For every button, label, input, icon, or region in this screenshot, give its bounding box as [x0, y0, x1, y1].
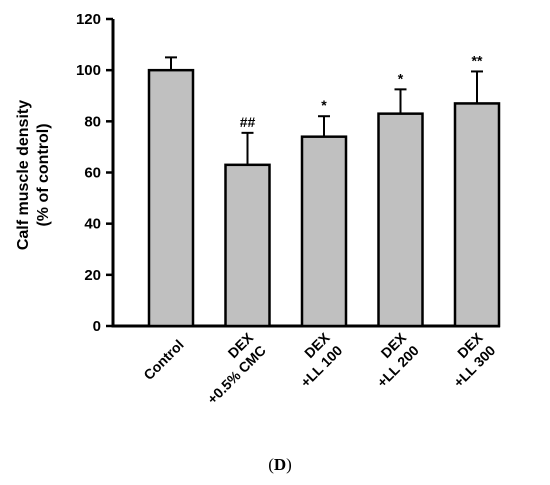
- y-tick-label: 0: [93, 318, 101, 335]
- y-tick-label: 100: [76, 62, 101, 79]
- x-tick-label: DEX+LL 200: [361, 329, 422, 390]
- significance-markers: ##****: [240, 52, 483, 129]
- x-tick-label: DEX+LL 100: [284, 329, 345, 390]
- y-tick-label: 40: [84, 216, 101, 233]
- bar-series: [147, 68, 501, 328]
- y-tick-label: 60: [84, 165, 101, 182]
- error-bars: [165, 56, 483, 165]
- y-axis-title-line: (% of control): [35, 123, 52, 226]
- y-tick-label: 80: [84, 113, 101, 130]
- y-axis: 0 20 40 60 80 100 120: [76, 11, 115, 335]
- significance-label: *: [321, 97, 327, 113]
- category-labels: Control DEX+0.5% CMC DEX+LL 100 DEX+LL 200 D…: [140, 329, 498, 407]
- x-tick-label: Control: [140, 336, 187, 383]
- significance-label: ##: [240, 114, 256, 130]
- bar: [300, 135, 348, 328]
- x-tick-label: DEX+0.5% CMC: [191, 329, 269, 407]
- bar: [147, 68, 195, 328]
- significance-label: **: [472, 52, 483, 68]
- x-tick-label: DEX+LL 300: [437, 329, 498, 390]
- y-axis-title-line: Calf muscle density: [15, 100, 32, 250]
- significance-label: *: [398, 70, 404, 86]
- y-axis-title: Calf muscle density (% of control): [15, 100, 52, 250]
- bar: [453, 102, 501, 328]
- bar: [224, 163, 271, 328]
- x-tick-label-line: Control: [140, 336, 187, 383]
- panel-label: (D): [268, 455, 292, 474]
- y-tick-label: 120: [76, 11, 101, 28]
- y-tick-label: 20: [84, 267, 101, 284]
- bar: [377, 112, 424, 328]
- y-axis-label: Calf muscle density (% of control): [15, 100, 52, 250]
